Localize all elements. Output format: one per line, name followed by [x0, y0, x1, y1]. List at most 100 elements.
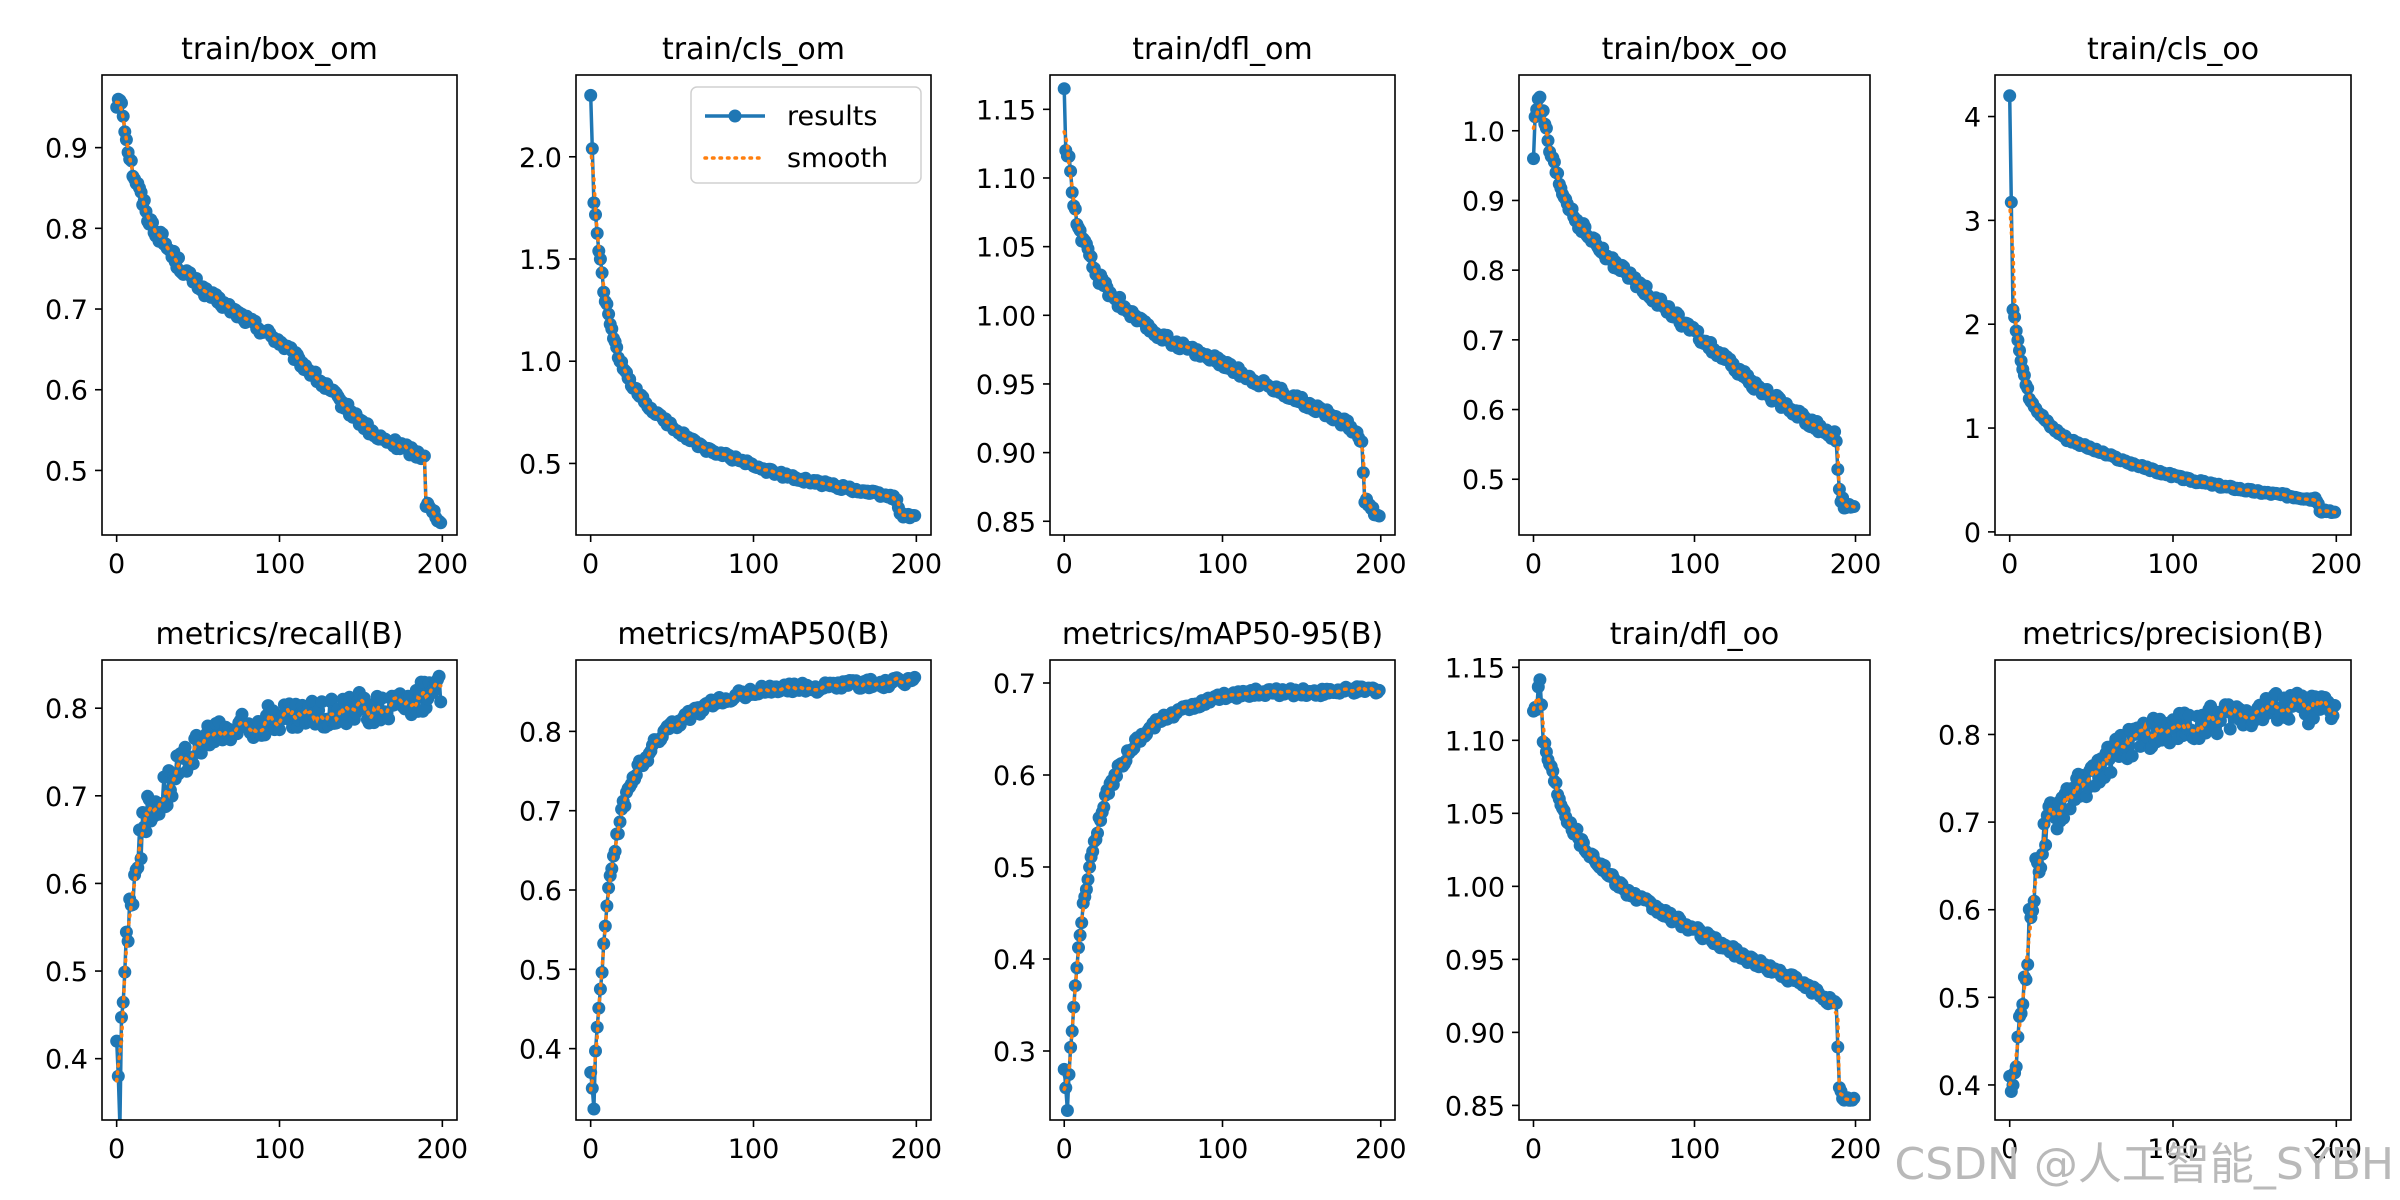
x-tick-label: 200 [1355, 1134, 1407, 1165]
y-tick-label: 0.7 [45, 782, 88, 813]
y-tick-label: 0.8 [45, 214, 88, 245]
data-point [116, 995, 130, 1009]
data-point [382, 712, 396, 726]
smooth-line [1062, 685, 1381, 1091]
results-markers [584, 670, 922, 1116]
axes-frame [1994, 74, 2352, 536]
chart-panel: metrics/recall(B) 0 100 200 0.4 0.5 0.6 0.7 0.8 [45, 617, 468, 1165]
data-point [2306, 711, 2320, 725]
x-tick-label: 200 [1355, 549, 1407, 580]
data-point [121, 934, 135, 948]
y-tick-label: 0.6 [1462, 396, 1505, 427]
x-tick-label: 100 [1197, 549, 1249, 580]
y-tick-label: 0.5 [45, 456, 88, 487]
data-point [2003, 89, 2017, 103]
y-tick-label: 0.90 [976, 439, 1036, 470]
data-point [2282, 712, 2296, 726]
x-tick-label: 0 [108, 1134, 125, 1165]
y-tick-label: 0.9 [45, 134, 88, 165]
y-tick-label: 1.10 [1445, 726, 1505, 757]
y-tick-label: 1.0 [519, 347, 562, 378]
data-point [2026, 904, 2040, 918]
y-tick-label: 1.10 [976, 164, 1036, 195]
x-tick-label: 200 [1830, 1134, 1882, 1165]
x-tick-label: 200 [2311, 549, 2363, 580]
data-point [1057, 82, 1071, 96]
y-tick-label: 1.15 [1445, 653, 1505, 684]
data-point [2104, 765, 2118, 779]
data-point [2034, 861, 2048, 875]
y-tick-label: 1.00 [1445, 872, 1505, 903]
y-tick-label: 1.5 [519, 245, 562, 276]
y-tick-label: 3 [1964, 206, 1981, 237]
data-point [908, 509, 922, 523]
y-tick-label: 0.5 [1938, 983, 1981, 1014]
y-tick-label: 1.00 [976, 301, 1036, 332]
y-tick-label: 1.15 [976, 95, 1036, 126]
data-point [2102, 752, 2116, 766]
data-point [1073, 928, 1087, 942]
x-tick-label: 0 [1525, 549, 1542, 580]
legend-results-marker [728, 109, 742, 123]
y-tick-label: 0.90 [1445, 1018, 1505, 1049]
x-tick-label: 200 [2311, 1134, 2363, 1165]
y-tick-label: 1.05 [976, 233, 1036, 264]
data-point [1829, 996, 1843, 1010]
chart-panel: train/box_oo 0 100 200 0.5 0.6 0.7 0.8 0.9 1.0 [1462, 32, 1881, 580]
data-point [325, 692, 339, 706]
data-point [305, 694, 319, 708]
x-tick-label: 100 [1197, 1134, 1249, 1165]
x-tick-label: 100 [254, 1134, 306, 1165]
y-tick-label: 1 [1964, 414, 1981, 445]
y-tick-label: 0.6 [45, 376, 88, 407]
data-point [600, 899, 614, 913]
y-tick-label: 0.9 [1462, 186, 1505, 217]
legend-results-label: results [787, 101, 877, 132]
axes-frame [1049, 659, 1396, 1121]
results-line [588, 675, 917, 1110]
x-tick-label: 200 [1830, 549, 1882, 580]
data-point [2125, 749, 2139, 763]
results-line [114, 96, 442, 525]
x-tick-label: 200 [417, 1134, 469, 1165]
data-point [2328, 699, 2342, 712]
data-point [432, 669, 446, 683]
y-tick-label: 0.8 [1462, 256, 1505, 287]
x-tick-label: 0 [108, 549, 125, 580]
chart-title: metrics/precision(B) [2022, 617, 2324, 652]
y-tick-label: 0.5 [1462, 465, 1505, 496]
y-tick-label: 0.6 [993, 761, 1036, 792]
results-line [1531, 679, 1856, 1103]
axes-frame [101, 74, 458, 536]
results-line [2007, 687, 2337, 1092]
smooth-line [114, 100, 443, 524]
x-tick-label: 100 [1669, 549, 1721, 580]
data-point [587, 1102, 601, 1116]
chart-title: metrics/recall(B) [155, 617, 403, 652]
x-tick-label: 200 [891, 549, 943, 580]
x-tick-label: 0 [582, 549, 599, 580]
y-tick-label: 0.5 [993, 853, 1036, 884]
x-tick-label: 100 [728, 1134, 780, 1165]
axes-frame [1049, 74, 1396, 536]
data-point [610, 340, 624, 354]
data-point [595, 965, 609, 979]
y-tick-label: 0.7 [993, 669, 1036, 700]
y-tick-label: 2 [1964, 310, 1981, 341]
y-tick-label: 0 [1964, 518, 1981, 549]
x-tick-label: 100 [1669, 1134, 1721, 1165]
results-markers [2003, 686, 2342, 1098]
data-point [1533, 673, 1547, 687]
x-tick-label: 0 [1056, 1134, 1073, 1165]
x-tick-label: 0 [1525, 1134, 1542, 1165]
smooth-line [588, 676, 917, 1092]
chart-panel: train/cls_om 0 100 200 0.5 1.0 1.5 2.0 results sm… [519, 32, 942, 580]
smooth-line [114, 680, 443, 1083]
x-tick-label: 0 [1056, 549, 1073, 580]
chart-panel: train/box_om 0 100 200 0.5 0.6 0.7 0.8 0.9 [45, 32, 468, 580]
results-line [1062, 680, 1381, 1111]
y-tick-label: 0.7 [1938, 808, 1981, 839]
watermark: CSDN @人工智能_SYBH [1894, 1139, 2394, 1190]
chart-title: metrics/mAP50(B) [617, 617, 889, 652]
